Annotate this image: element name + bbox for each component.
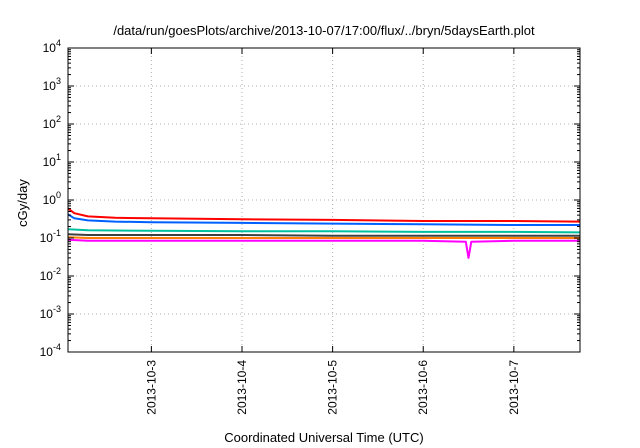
y-tick-label: 10-2	[40, 266, 61, 283]
series-line-4	[67, 233, 580, 237]
grid	[68, 48, 580, 352]
y-tick-label: 101	[43, 152, 61, 169]
series-line-1	[67, 207, 581, 223]
y-tick-label: 103	[43, 76, 61, 93]
y-axis-label: cGy/day	[15, 179, 30, 227]
plot-area	[67, 207, 581, 259]
x-tick-label: 2013-10-5	[326, 360, 340, 415]
x-tick-label: 2013-10-6	[416, 360, 430, 415]
y-tick-label: 100	[43, 190, 61, 207]
series-line-3	[67, 228, 581, 234]
y-tick-label: 10-4	[40, 342, 61, 359]
x-tick-label: 2013-10-3	[144, 360, 158, 415]
series-line-2	[67, 213, 580, 226]
series-line-6	[67, 238, 580, 259]
y-axis-ticks: 10-4 10-3 10-2 10-1 100 101 102 103 104	[40, 38, 580, 359]
x-axis-ticks: 2013-10-3 2013-10-4 2013-10-5 2013-10-6 2013…	[144, 48, 521, 415]
y-tick-label: 102	[43, 114, 61, 131]
y-tick-label: 104	[43, 38, 61, 55]
x-axis-label: Coordinated Universal Time (UTC)	[224, 430, 423, 445]
series-line-5	[67, 236, 580, 239]
x-tick-label: 2013-10-4	[235, 360, 249, 415]
chart-title: /data/run/goesPlots/archive/2013-10-07/1…	[113, 23, 535, 38]
y-tick-label: 10-1	[40, 228, 61, 245]
y-tick-label: 10-3	[40, 304, 61, 321]
x-tick-label: 2013-10-7	[507, 360, 521, 415]
